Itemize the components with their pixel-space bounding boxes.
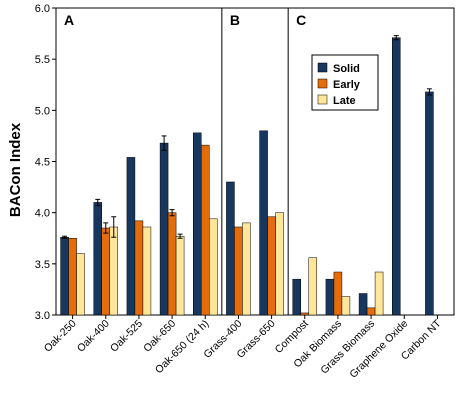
bar-late [242,222,251,316]
bar-early [68,238,77,316]
legend: Solid Early Late [311,54,379,111]
bar-late [209,218,218,316]
legend-swatch-solid [317,62,328,73]
y-tick-label: 3.0 [35,310,50,322]
bar-solid [358,293,368,316]
bar-early [300,312,309,316]
bar-solid [292,278,301,316]
bar-late [275,212,284,316]
bar-solid [60,236,69,316]
bar-early [333,271,343,316]
bar-late [341,296,351,316]
bar-early [167,212,177,316]
bar-late [142,226,152,316]
bar-late [374,271,384,316]
panel-label-c: C [296,12,306,28]
bar-early [366,307,376,316]
x-tick-label: Oak-525 [108,318,145,355]
bar-solid [93,202,102,316]
plot-area: 3.0 3.5 4.0 4.5 5.0 5.5 6.0 A B C Oak-250Oak-400Oa… [35,3,455,381]
bar-late [109,226,118,316]
y-tick-label: 3.5 [35,259,50,271]
y-tick-label: 6.0 [35,3,50,15]
bar-solid [126,157,136,316]
bar-solid [159,142,169,316]
bar-solid [425,91,434,316]
bar-late [308,257,317,316]
legend-label-solid: Solid [333,63,360,75]
panel-label-b: B [230,12,240,28]
legend-label-late: Late [333,95,356,107]
bar-late [175,235,185,316]
bar-late [76,253,85,316]
bar-solid [193,132,202,316]
bar-early [267,216,276,316]
bar-early [134,220,144,316]
y-tick-label: 4.5 [35,157,50,169]
legend-swatch-late [317,94,328,105]
bar-early [101,227,110,316]
bar-solid [392,37,401,316]
x-tick-label: Graphene Oxide [347,318,410,381]
y-tick-label: 5.5 [35,54,50,66]
legend-swatch-early [317,78,328,89]
y-tick-label: 4.0 [35,208,50,220]
panel-label-a: A [64,12,74,28]
y-axis-label: BACon Index [7,122,24,217]
legend-label-early: Early [333,79,361,91]
bar-solid [259,130,268,316]
y-tick-label: 5.0 [35,105,50,117]
bar-early [201,144,210,316]
bar-solid [325,278,335,316]
bar-solid [226,181,235,316]
x-tick-label: Oak-250 [42,318,79,355]
bar-early [234,226,243,316]
x-tick-label: Oak-400 [75,318,112,355]
